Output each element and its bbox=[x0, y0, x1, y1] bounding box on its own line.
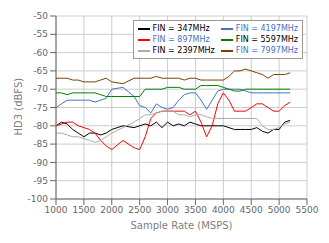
html-text:FIN = 7997MHz: FIN = 7997MHz bbox=[235, 46, 298, 55]
svg-text:-85: -85 bbox=[33, 139, 48, 149]
svg-text:5500: 5500 bbox=[296, 205, 319, 215]
svg-text:-95: -95 bbox=[33, 176, 48, 186]
svg-text:3000: 3000 bbox=[156, 205, 179, 215]
svg-text:-50: -50 bbox=[33, 11, 48, 21]
svg-text:-90: -90 bbox=[33, 158, 48, 168]
svg-text:-70: -70 bbox=[33, 84, 48, 94]
html-text:FIN = 4197MHz: FIN = 4197MHz bbox=[235, 24, 298, 33]
svg-text:3500: 3500 bbox=[184, 205, 207, 215]
html-text:FIN = 5597MHz: FIN = 5597MHz bbox=[235, 35, 298, 44]
svg-text:2000: 2000 bbox=[100, 205, 123, 215]
svg-text:1500: 1500 bbox=[72, 205, 95, 215]
svg-text:-65: -65 bbox=[33, 66, 48, 76]
html-text:FIN = 897MHz: FIN = 897MHz bbox=[152, 35, 210, 44]
svg-text:5000: 5000 bbox=[268, 205, 291, 215]
svg-text:2500: 2500 bbox=[128, 205, 151, 215]
svg-text:HD3 (dBFS): HD3 (dBFS) bbox=[13, 78, 24, 136]
svg-text:4000: 4000 bbox=[212, 205, 235, 215]
svg-text:-75: -75 bbox=[33, 103, 48, 113]
html-text:FIN = 347MHz: FIN = 347MHz bbox=[152, 24, 210, 33]
svg-text:-80: -80 bbox=[33, 121, 48, 131]
svg-text:4500: 4500 bbox=[240, 205, 263, 215]
html-text:FIN = 2397MHz: FIN = 2397MHz bbox=[152, 46, 215, 55]
svg-text:-60: -60 bbox=[33, 48, 48, 58]
svg-text:1000: 1000 bbox=[45, 205, 68, 215]
svg-text:Sample Rate (MSPS): Sample Rate (MSPS) bbox=[131, 220, 233, 231]
svg-text:-55: -55 bbox=[33, 29, 48, 39]
svg-text:-100: -100 bbox=[28, 194, 49, 204]
